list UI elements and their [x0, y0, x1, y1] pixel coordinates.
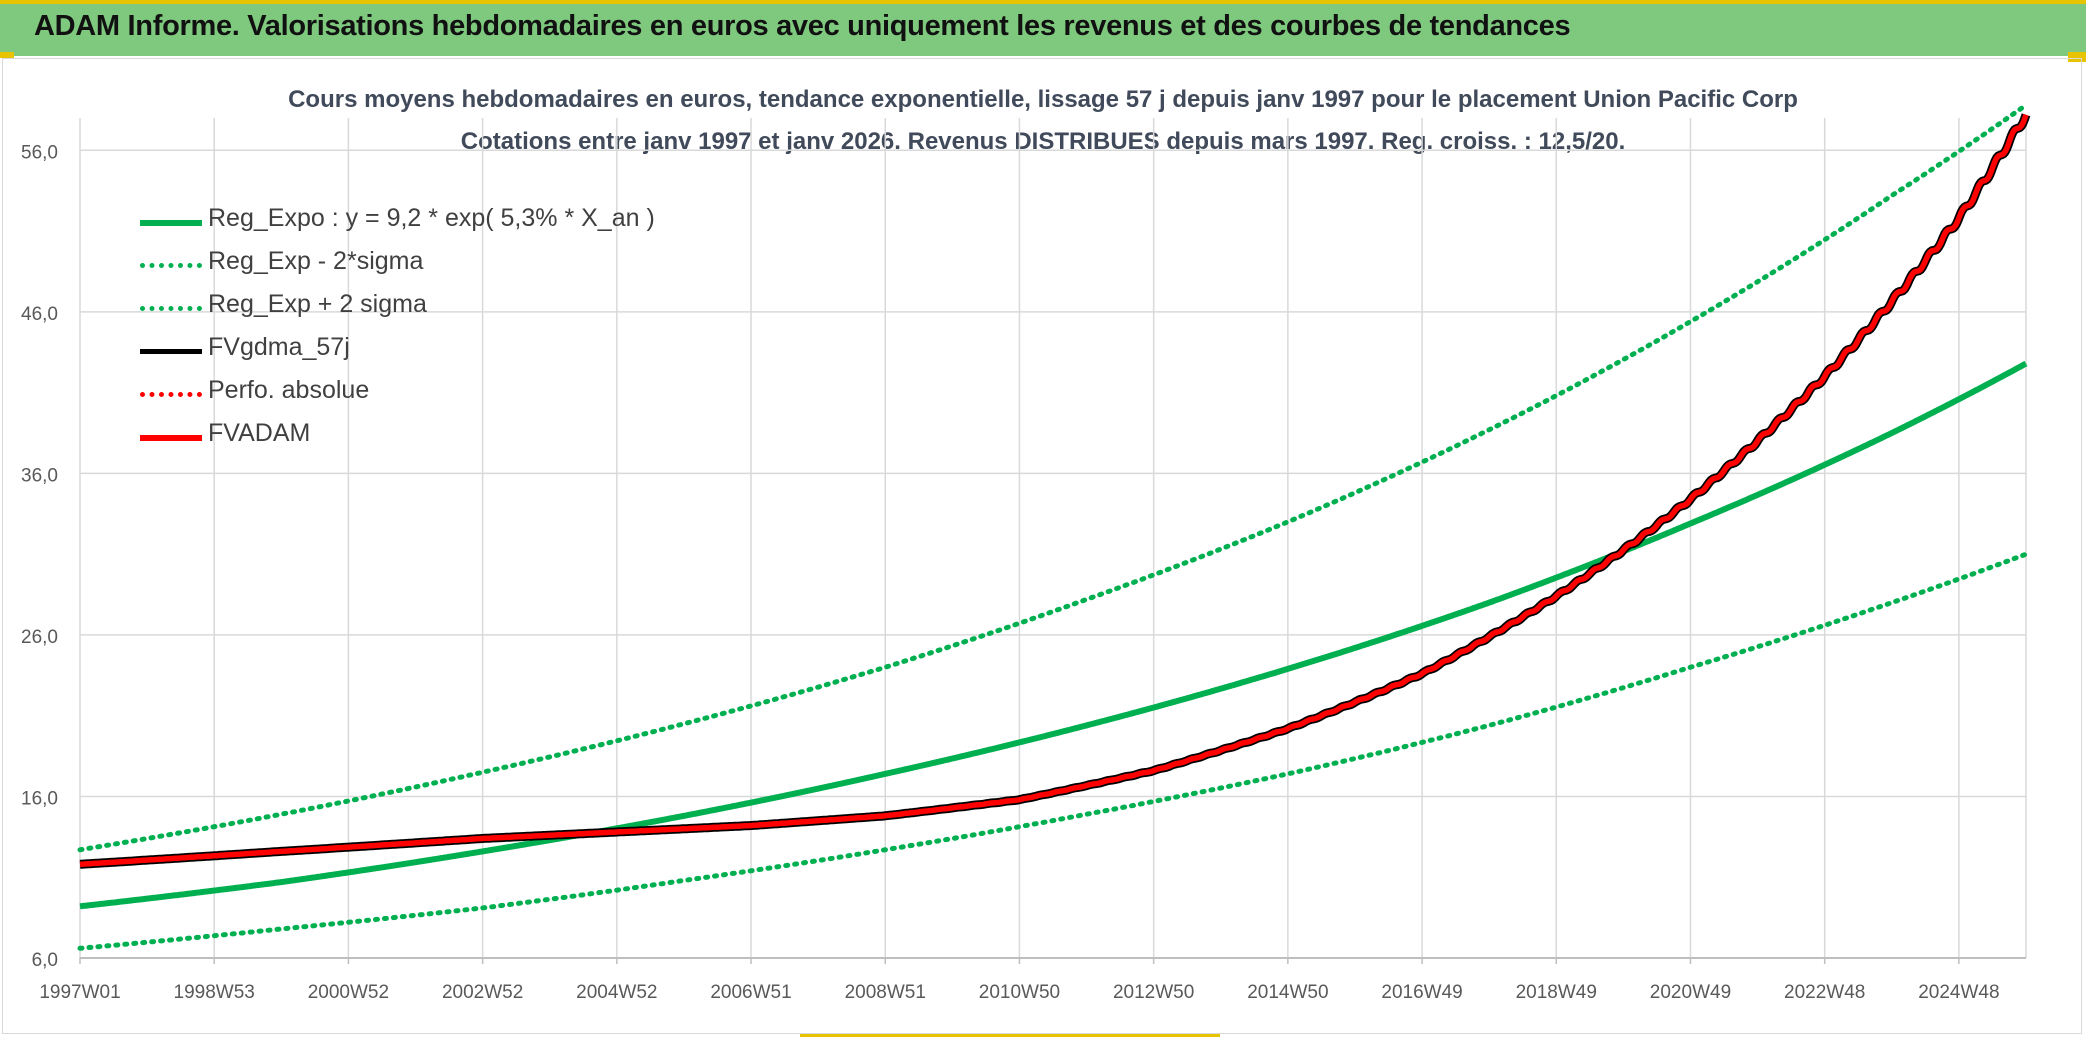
- x-tick-label: 2012W50: [1113, 982, 1194, 1003]
- reg-exp-plus-2sigma-line: [77, 102, 2029, 853]
- chart-title-line1: Cours moyens hebdomadaires en euros, ten…: [288, 86, 1798, 113]
- x-tick-label: 2016W49: [1381, 982, 1462, 1003]
- x-tick-label: 2022W48: [1784, 982, 1865, 1003]
- chart-frame: [2, 58, 2082, 1034]
- x-tick-label: 1997W01: [39, 982, 120, 1003]
- legend-swatch: [140, 220, 202, 226]
- x-tick-label: 2020W49: [1650, 982, 1731, 1003]
- x-tick-label: 2018W49: [1516, 982, 1597, 1003]
- x-tick-label: 2000W52: [308, 982, 389, 1003]
- legend-label: Perfo. absolue: [208, 376, 370, 404]
- x-tick-label: 2014W50: [1247, 982, 1328, 1003]
- legend-label: FVgdma_57j: [208, 333, 350, 361]
- legend-swatch: [140, 435, 202, 441]
- corner-mark-bottom: [800, 1033, 1220, 1037]
- y-tick-label: 56,0: [21, 142, 58, 163]
- legend-label: Reg_Expo : y = 9,2 * exp( 5,3% * X_an ): [208, 204, 655, 232]
- x-tick-label: 1998W53: [174, 982, 255, 1003]
- x-tick-label: 2024W48: [1918, 982, 1999, 1003]
- corner-mark-right: [2068, 52, 2086, 62]
- legend-label: Reg_Exp - 2*sigma: [208, 247, 424, 275]
- x-tick-label: 2004W52: [576, 982, 657, 1003]
- x-tick-label: 2002W52: [442, 982, 523, 1003]
- reg-exp-minus-2sigma-line: [77, 551, 2029, 951]
- y-tick-label: 6,0: [32, 950, 58, 971]
- legend-swatch: [140, 392, 202, 397]
- report-title: ADAM Informe. Valorisations hebdomadaire…: [34, 10, 1571, 42]
- fvadam-line: [78, 113, 2029, 868]
- y-tick-label: 26,0: [21, 627, 58, 648]
- reg-expo-line: [78, 360, 2028, 910]
- legend-swatch: [140, 306, 202, 311]
- report-banner: ADAM Informe. Valorisations hebdomadaire…: [0, 0, 2086, 56]
- x-tick-label: 2006W51: [710, 982, 791, 1003]
- y-tick-label: 16,0: [21, 788, 58, 809]
- y-tick-label: 36,0: [21, 465, 58, 486]
- legend-label: Reg_Exp + 2 sigma: [208, 290, 427, 318]
- legend-swatch: [140, 263, 202, 268]
- x-tick-label: 2008W51: [845, 982, 926, 1003]
- y-tick-label: 46,0: [21, 304, 58, 325]
- corner-mark-left: [0, 52, 14, 58]
- legend-swatch: [140, 349, 202, 354]
- x-tick-label: 2010W50: [979, 982, 1060, 1003]
- legend-label: FVADAM: [208, 419, 311, 447]
